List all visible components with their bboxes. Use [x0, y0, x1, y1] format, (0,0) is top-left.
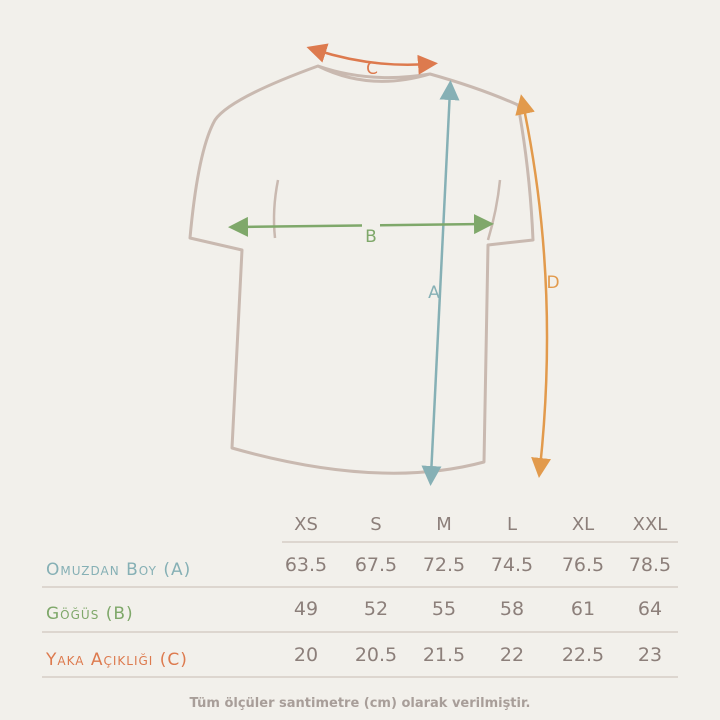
table-cell: 21.5: [422, 644, 466, 666]
table-cell: 64: [637, 598, 663, 620]
table-cell: 55: [431, 598, 457, 620]
table-cell: 58: [499, 598, 525, 620]
row-label-b: Göğüs (B): [46, 604, 134, 624]
table-cell: 20: [293, 644, 319, 666]
table-cell: 76.5: [561, 554, 605, 576]
table-cell: 72.5: [422, 554, 466, 576]
table-cell: 74.5: [490, 554, 534, 576]
size-header: XXL: [632, 514, 668, 535]
table-cell: 67.5: [354, 554, 398, 576]
label-a: A: [428, 283, 440, 303]
size-header: S: [370, 514, 382, 535]
table-cell: 20.5: [354, 644, 398, 666]
label-b: B: [365, 227, 377, 247]
size-header: XL: [571, 514, 595, 535]
label-c: C: [366, 59, 378, 79]
table-cell: 52: [363, 598, 389, 620]
size-header: L: [506, 514, 518, 535]
arrow-c: [306, 43, 438, 75]
divider: [282, 541, 678, 543]
table-cell: 49: [293, 598, 319, 620]
table-cell: 23: [637, 644, 663, 666]
table-cell: 61: [570, 598, 596, 620]
table-cell: 22: [499, 644, 525, 666]
footnote: Tüm ölçüler santimetre (cm) olarak veril…: [189, 696, 531, 711]
label-d: D: [546, 273, 559, 293]
tshirt-outline: [188, 64, 535, 475]
row-label-a: Omuzdan Boy (A): [46, 560, 192, 580]
size-header: XS: [294, 514, 318, 535]
row-label-c: Yaka Açıklığı (C): [46, 650, 188, 670]
arrow-b: [228, 214, 494, 237]
arrow-a: [421, 80, 460, 486]
table-cell: 63.5: [284, 554, 328, 576]
table-cell: 22.5: [561, 644, 605, 666]
divider: [42, 631, 678, 633]
table-cell: 78.5: [628, 554, 672, 576]
divider: [42, 676, 678, 678]
divider: [42, 586, 678, 588]
arrow-d: [515, 94, 552, 478]
size-header: M: [436, 514, 452, 535]
